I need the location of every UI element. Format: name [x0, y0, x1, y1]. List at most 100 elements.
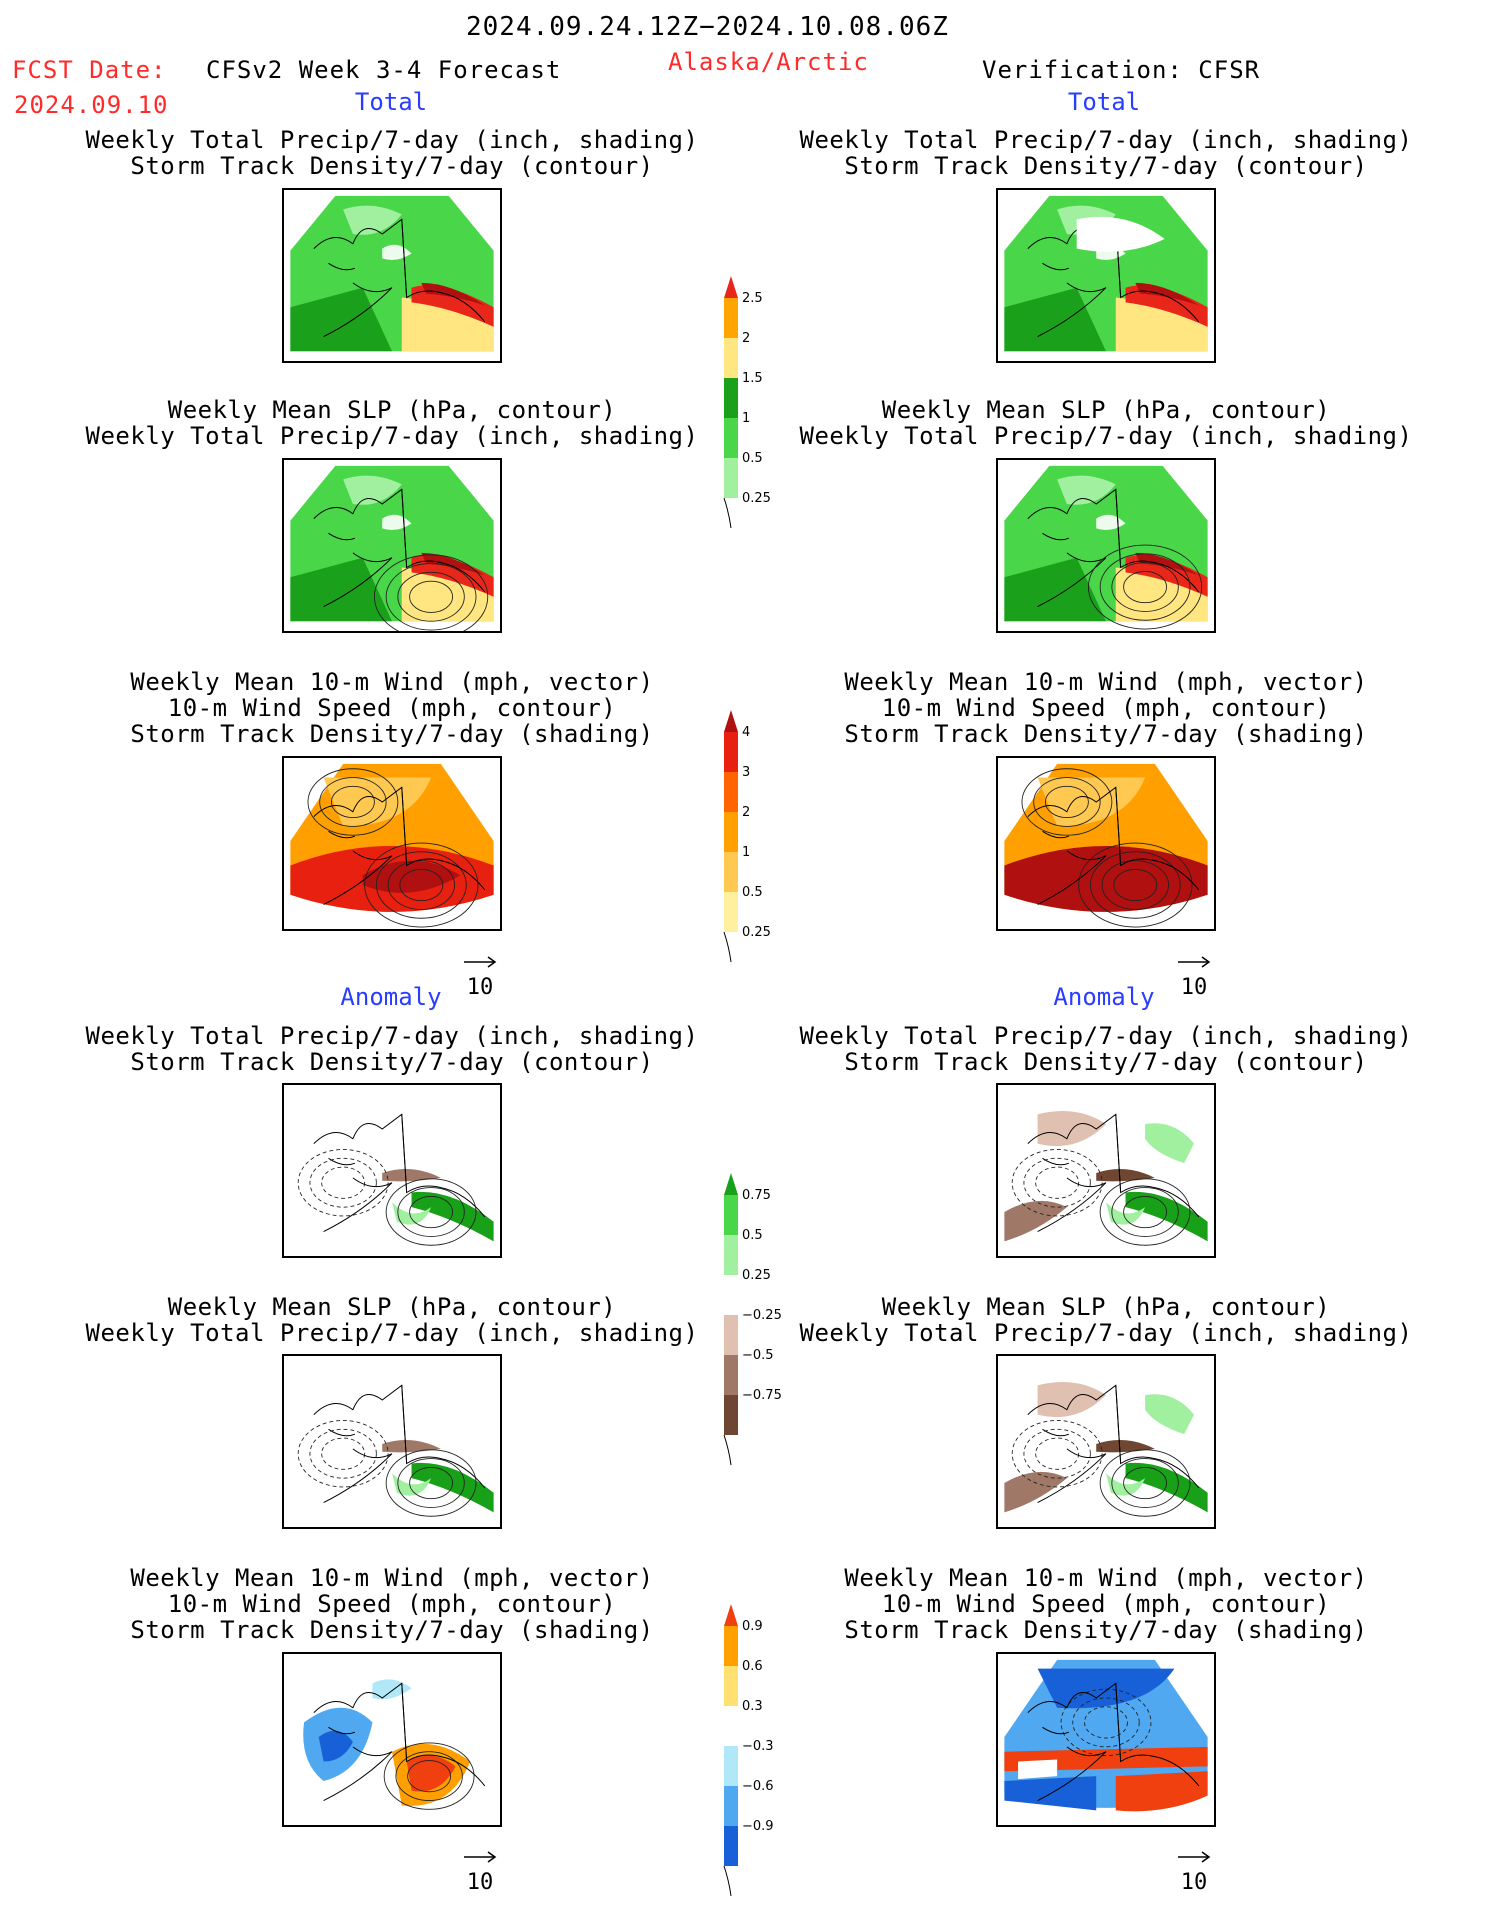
map-right-total-wind-storm	[996, 756, 1216, 931]
map-plot	[290, 1090, 494, 1247]
panel-title-line: Weekly Mean SLP (hPa, contour)	[881, 396, 1331, 424]
colorbar-label: −0.3	[742, 1739, 774, 1754]
map-plot	[290, 195, 494, 352]
vector-reference: 10	[1174, 950, 1214, 1000]
map-right-total-precip-storm	[996, 188, 1216, 363]
colorbar-label: 0.5	[742, 451, 763, 466]
colorbar-segment	[724, 378, 738, 418]
colorbar-label: −0.75	[742, 1388, 782, 1403]
colorbar-segment	[724, 1195, 738, 1235]
vector-reference-value: 10	[1180, 975, 1208, 1000]
map-left-anom-wind-storm	[282, 1652, 502, 1827]
map-plot	[1004, 1090, 1208, 1247]
colorbar-label: 0.25	[742, 1268, 771, 1283]
colorbar-label: 4	[742, 725, 750, 740]
vector-reference: 10	[1174, 1845, 1214, 1895]
colorbar-label: 3	[742, 765, 750, 780]
colorbar-precip-anom: 0.75 0.5 0.25 −0.25 −0.5 −0.75	[712, 1165, 802, 1466]
map-left-total-slp-precip	[282, 458, 502, 633]
panel-title-line: Storm Track Density/7-day (contour)	[130, 152, 654, 180]
section-total-right: Total	[1067, 88, 1141, 116]
map-left-total-wind-storm	[282, 756, 502, 931]
map-right-anom-slp-precip	[996, 1354, 1216, 1529]
panel-title-line: Weekly Mean 10-m Wind (mph, vector)	[130, 1564, 654, 1592]
panel-title-line: Storm Track Density/7-day (contour)	[130, 1048, 654, 1076]
colorbar-label: 0.5	[742, 885, 763, 900]
map-left-total-precip-storm	[282, 188, 502, 363]
colorbar-segment	[724, 892, 738, 932]
colorbar-label: −0.25	[742, 1308, 782, 1323]
vector-reference-value: 10	[466, 975, 494, 1000]
vector-reference: 10	[460, 1845, 500, 1895]
colorbar-segment	[724, 772, 738, 812]
section-anomaly-left: Anomaly	[340, 983, 442, 1011]
colorbar-cap	[724, 1604, 738, 1626]
panel-title-line: Weekly Total Precip/7-day (inch, shading…	[799, 1319, 1413, 1347]
panel-title-line: 10-m Wind Speed (mph, contour)	[167, 694, 617, 722]
colorbar-label: 1	[742, 411, 750, 426]
panel-title-line: Weekly Total Precip/7-day (inch, shading…	[799, 422, 1413, 450]
colorbar-segment	[724, 852, 738, 892]
panel-title-line: Weekly Mean 10-m Wind (mph, vector)	[130, 668, 654, 696]
panel-title-line: Weekly Total Precip/7-day (inch, shading…	[799, 126, 1413, 154]
date-range: 2024.09.24.12Z−2024.10.08.06Z	[466, 12, 949, 42]
colorbar-storm-total: 4 3 2 1 0.5 0.25	[712, 702, 792, 988]
panel-title-line: Weekly Total Precip/7-day (inch, shading…	[85, 1022, 699, 1050]
colorbar-label: −0.6	[742, 1779, 774, 1794]
colorbar-label: 1.5	[742, 371, 763, 386]
colorbar-segment	[724, 812, 738, 852]
colorbar-segment	[724, 1786, 738, 1826]
panel-title-line: Storm Track Density/7-day (shading)	[130, 1616, 654, 1644]
panel-title-line: Storm Track Density/7-day (shading)	[130, 720, 654, 748]
colorbar-label: 2.5	[742, 291, 763, 306]
panel-title-line: Weekly Mean SLP (hPa, contour)	[167, 396, 617, 424]
colorbar-segment	[724, 1826, 738, 1866]
colorbar-segment	[724, 1746, 738, 1786]
colorbar-segment	[724, 338, 738, 378]
arrow-right-icon	[1178, 1851, 1211, 1863]
map-plot	[290, 763, 494, 928]
map-plot	[1004, 195, 1208, 352]
colorbar-cap	[724, 710, 738, 732]
colorbar-label: 0.25	[742, 925, 771, 940]
colorbar-precip-total: 2.5 2 1.5 1 0.5 0.25	[712, 268, 792, 554]
map-right-anom-wind-storm	[996, 1652, 1216, 1827]
panel-title-line: Weekly Mean SLP (hPa, contour)	[881, 1293, 1331, 1321]
colorbar-label: 2	[742, 331, 750, 346]
vector-reference-value: 10	[1180, 1870, 1208, 1895]
panel-title-line: Weekly Mean 10-m Wind (mph, vector)	[844, 1564, 1368, 1592]
colorbar-cap	[724, 276, 738, 298]
map-plot	[1004, 1361, 1208, 1518]
panel-title-line: Weekly Total Precip/7-day (inch, shading…	[85, 126, 699, 154]
section-anomaly-right: Anomaly	[1053, 983, 1155, 1011]
colorbar-segment	[724, 1395, 738, 1435]
colorbar-segment	[724, 298, 738, 338]
panel-title-line: Weekly Mean 10-m Wind (mph, vector)	[844, 668, 1368, 696]
panel-title-line: 10-m Wind Speed (mph, contour)	[881, 1590, 1331, 1618]
colorbar-cap	[724, 1173, 738, 1195]
section-total-left: Total	[354, 88, 428, 116]
map-left-anom-precip-storm	[282, 1083, 502, 1258]
map-right-total-slp-precip	[996, 458, 1216, 633]
arrow-right-icon	[464, 1851, 497, 1863]
colorbar-label: 0.9	[742, 1619, 763, 1634]
arrow-right-icon	[1178, 956, 1211, 968]
arrow-right-icon	[464, 956, 497, 968]
colorbar-segment	[724, 418, 738, 458]
panel-title-line: Storm Track Density/7-day (shading)	[844, 1616, 1368, 1644]
map-plot	[1004, 1659, 1208, 1812]
panel-title-line: Weekly Total Precip/7-day (inch, shading…	[85, 422, 699, 450]
fcst-date-label: FCST Date:	[12, 56, 167, 84]
map-plot	[290, 1659, 494, 1810]
vector-reference: 10	[460, 950, 500, 1000]
map-plot	[290, 465, 494, 631]
colorbar-segment	[724, 1355, 738, 1395]
panel-title-line: 10-m Wind Speed (mph, contour)	[881, 694, 1331, 722]
vector-reference-value: 10	[466, 1870, 494, 1895]
colorbar-segment	[724, 1666, 738, 1706]
region-label: Alaska/Arctic	[668, 48, 869, 76]
colorbar-segment	[724, 1626, 738, 1666]
map-plot	[1004, 763, 1208, 928]
colorbar-label: 1	[742, 845, 750, 860]
colorbar-label: −0.9	[742, 1819, 774, 1834]
